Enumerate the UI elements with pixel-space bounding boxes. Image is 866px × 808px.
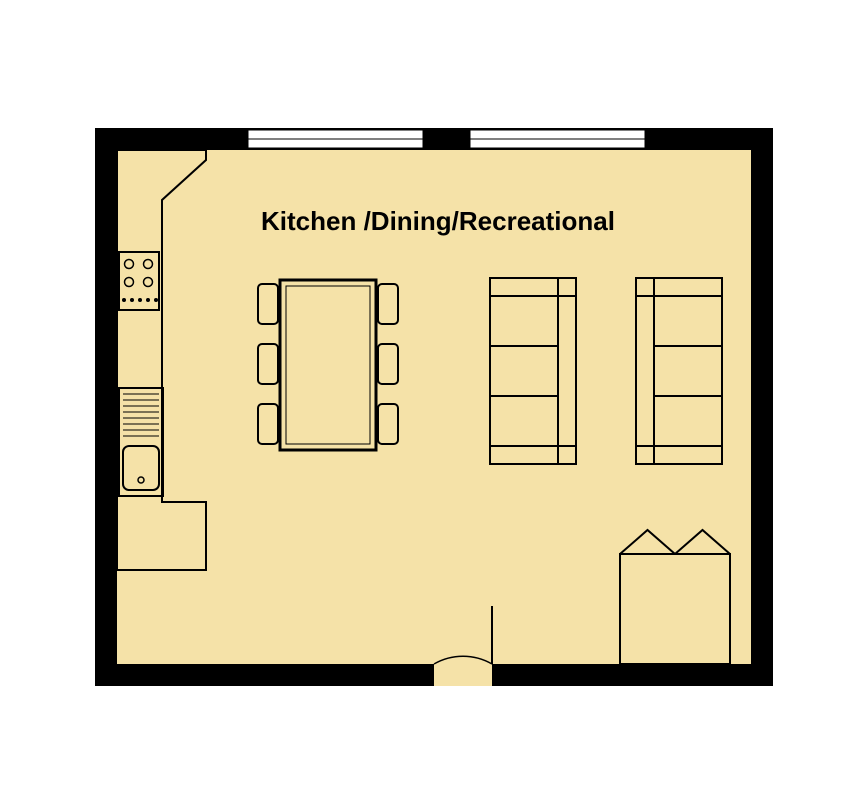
stove-knob-3 (138, 298, 142, 302)
stove-knob-4 (146, 298, 150, 302)
door-opening (434, 664, 492, 686)
stove-knob-1 (122, 298, 126, 302)
room-label: Kitchen /Dining/Recreational (261, 206, 615, 236)
stove-knob-2 (130, 298, 134, 302)
stove-knob-5 (154, 298, 158, 302)
